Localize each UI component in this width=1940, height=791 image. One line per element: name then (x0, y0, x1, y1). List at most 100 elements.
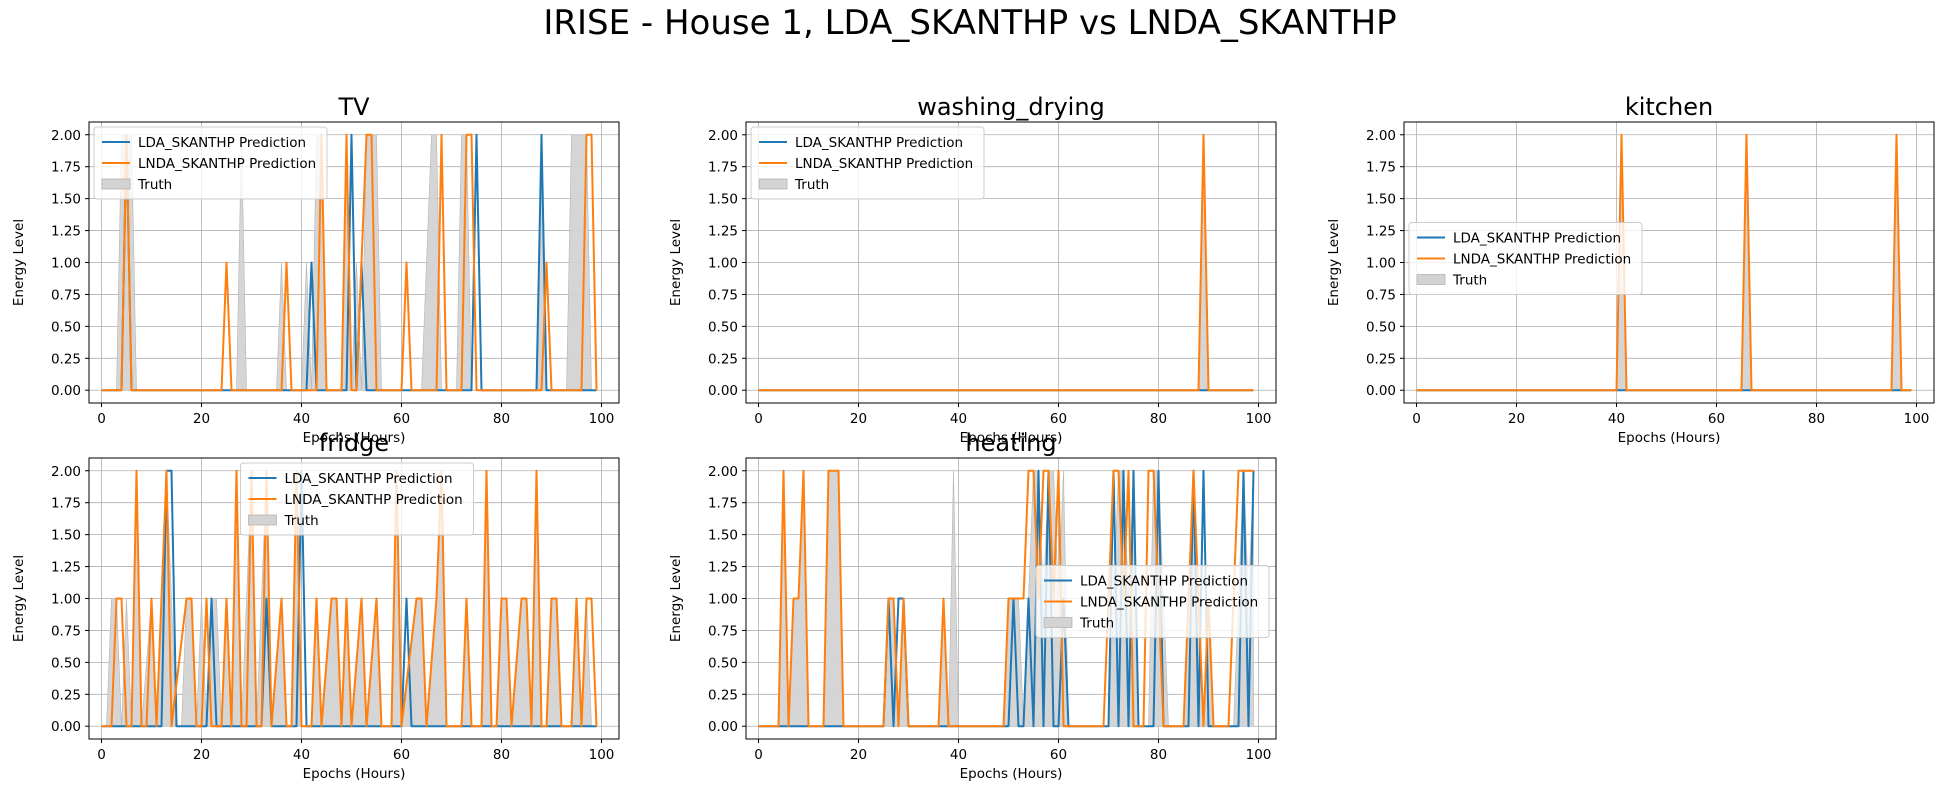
y-axis-label: Energy Level (11, 555, 27, 642)
y-tick-label: 1.00 (708, 256, 738, 272)
legend-label: Truth (137, 177, 172, 193)
legend-label: LDA_SKANTHP Prediction (1453, 231, 1621, 247)
y-tick-label: 0.00 (51, 719, 81, 735)
x-tick-label: 20 (193, 411, 210, 427)
y-tick-label: 1.50 (51, 192, 81, 208)
x-tick-label: 60 (393, 747, 410, 763)
y-tick-label: 0.00 (51, 383, 81, 399)
x-tick-label: 100 (589, 747, 615, 763)
x-tick-label: 100 (589, 411, 615, 427)
y-axis-label: Energy Level (1326, 219, 1342, 306)
legend-label: Truth (1452, 273, 1487, 289)
legend-swatch-truth (1043, 617, 1073, 628)
y-tick-label: 1.50 (708, 528, 738, 544)
x-tick-label: 100 (1904, 411, 1930, 427)
legend-label: LNDA_SKANTHP Prediction (1453, 252, 1631, 268)
panel-title: TV (337, 93, 370, 121)
legend-label: LNDA_SKANTHP Prediction (795, 156, 973, 172)
legend-swatch-truth (101, 178, 131, 190)
y-tick-label: 1.00 (51, 592, 81, 608)
y-tick-label: 1.50 (51, 528, 81, 544)
panel-washing-drying: 0 20 40 60 80 100 0.00 0.25 0.50 0.75 1.00 1.25 1.50… (668, 93, 1277, 446)
y-tick-label: 1.25 (51, 560, 81, 576)
legend-label: Truth (1079, 616, 1114, 632)
x-axis-label: Epochs (Hours) (1618, 430, 1721, 446)
y-tick-label: 1.75 (51, 496, 81, 512)
y-tick-label: 0.00 (708, 719, 738, 735)
x-tick-label: 40 (293, 411, 310, 427)
x-tick-label: 0 (754, 747, 763, 763)
legend: LDA_SKANTHP Prediction LNDA_SKANTHP Predi… (240, 462, 474, 536)
y-tick-label: 1.25 (51, 224, 81, 240)
panel-title: fridge (319, 429, 389, 457)
legend-box (750, 126, 985, 200)
x-tick-label: 0 (97, 411, 106, 427)
y-tick-label: 2.00 (708, 464, 738, 480)
x-tick-label: 80 (1808, 411, 1825, 427)
lda-prediction-line (101, 469, 597, 728)
panel-tv: 0 20 40 60 80 100 0.00 0.25 0.50 0.75 1.00 1.25 1.50… (11, 93, 620, 446)
y-tick-label: 0.75 (708, 623, 738, 639)
x-tick-label: 20 (193, 747, 210, 763)
panel-heating: 0 20 40 60 80 100 0.00 0.25 0.50 0.75 1.00 1.25 1.50… (668, 429, 1277, 782)
y-tick-label: 1.00 (708, 592, 738, 608)
y-tick-label: 0.75 (51, 623, 81, 639)
x-tick-label: 0 (754, 411, 763, 427)
y-tick-label: 1.50 (1366, 192, 1396, 208)
y-tick-label: 0.25 (708, 351, 738, 367)
panel-fridge: 0 20 40 60 80 100 0.00 0.25 0.50 0.75 1.00 1.25 1.50… (11, 429, 620, 782)
y-tick-label: 0.25 (51, 687, 81, 703)
x-tick-label: 80 (493, 411, 510, 427)
panel-kitchen: 0 20 40 60 80 100 0.00 0.25 0.50 0.75 1.00 1.25 1.50… (1326, 93, 1935, 446)
legend-label: Truth (794, 177, 829, 193)
y-tick-label: 2.00 (1366, 128, 1396, 144)
legend-box (240, 462, 474, 536)
y-tick-label: 0.50 (708, 655, 738, 671)
x-tick-label: 60 (1050, 411, 1067, 427)
x-tick-label: 60 (1708, 411, 1725, 427)
x-tick-label: 100 (1246, 747, 1272, 763)
panel-title: heating (965, 429, 1056, 457)
x-tick-label: 0 (1412, 411, 1421, 427)
figure-title: IRISE - House 1, LDA_SKANTHP vs LNDA_SKA… (543, 3, 1396, 43)
panel-title: washing_drying (917, 93, 1105, 121)
y-tick-label: 0.25 (1366, 351, 1396, 367)
legend: LDA_SKANTHP Prediction LNDA_SKANTHP Predi… (1408, 222, 1643, 295)
y-tick-label: 1.50 (708, 192, 738, 208)
x-tick-label: 80 (493, 747, 510, 763)
legend-label: LDA_SKANTHP Prediction (138, 135, 306, 151)
legend-box (93, 126, 328, 200)
x-tick-label: 80 (1150, 747, 1167, 763)
x-tick-label: 40 (293, 747, 310, 763)
x-tick-label: 60 (393, 411, 410, 427)
y-tick-label: 2.00 (51, 464, 81, 480)
y-axis-label: Energy Level (668, 555, 684, 642)
y-tick-label: 0.25 (51, 351, 81, 367)
x-tick-label: 20 (1508, 411, 1525, 427)
y-tick-label: 1.25 (1366, 224, 1396, 240)
lnda-prediction-line (101, 469, 598, 728)
y-tick-label: 0.75 (1366, 287, 1396, 303)
x-tick-label: 40 (950, 747, 967, 763)
x-tick-label: 0 (97, 747, 106, 763)
legend-label: LNDA_SKANTHP Prediction (1080, 595, 1258, 611)
y-tick-label: 0.00 (708, 383, 738, 399)
x-axis-label: Epochs (Hours) (303, 766, 406, 782)
y-axis-label: Energy Level (11, 219, 27, 306)
legend: LDA_SKANTHP Prediction LNDA_SKANTHP Predi… (1035, 565, 1270, 638)
x-tick-label: 40 (950, 411, 967, 427)
y-tick-label: 1.75 (708, 160, 738, 176)
lnda-prediction-line (1416, 133, 1912, 392)
x-tick-label: 20 (850, 747, 867, 763)
legend-swatch-truth (758, 178, 788, 190)
x-axis-label: Epochs (Hours) (960, 430, 1063, 446)
y-tick-label: 0.50 (1366, 319, 1396, 335)
legend-label: LNDA_SKANTHP Prediction (138, 156, 316, 172)
x-axis-label: Epochs (Hours) (303, 430, 406, 446)
y-tick-label: 0.00 (1366, 383, 1396, 399)
lnda-prediction-line (758, 133, 1254, 392)
lnda-prediction-line (101, 133, 598, 392)
lnda-prediction-line (758, 469, 1254, 728)
y-tick-label: 1.25 (708, 560, 738, 576)
